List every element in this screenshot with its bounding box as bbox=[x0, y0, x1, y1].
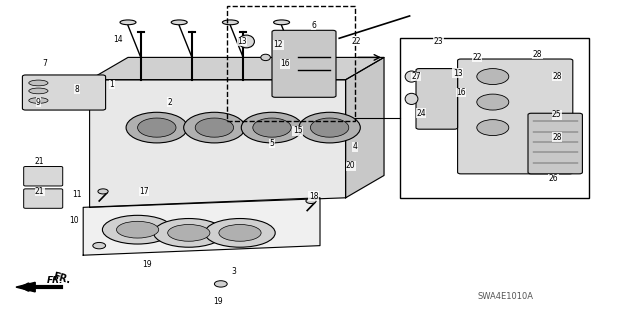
Text: 26: 26 bbox=[548, 174, 559, 183]
Text: 25: 25 bbox=[552, 110, 562, 119]
Circle shape bbox=[195, 118, 234, 137]
Text: 22: 22 bbox=[472, 53, 481, 62]
Circle shape bbox=[253, 118, 291, 137]
Ellipse shape bbox=[274, 20, 290, 25]
FancyBboxPatch shape bbox=[272, 30, 336, 97]
Ellipse shape bbox=[154, 219, 224, 247]
Text: 7: 7 bbox=[42, 59, 47, 68]
Text: FR.: FR. bbox=[47, 276, 63, 285]
Text: 21: 21 bbox=[35, 187, 44, 196]
Polygon shape bbox=[16, 282, 35, 292]
Polygon shape bbox=[346, 57, 384, 198]
Circle shape bbox=[477, 94, 509, 110]
FancyBboxPatch shape bbox=[22, 75, 106, 110]
Ellipse shape bbox=[219, 225, 261, 241]
Ellipse shape bbox=[223, 20, 238, 25]
Text: 22: 22 bbox=[351, 37, 360, 46]
Ellipse shape bbox=[405, 71, 418, 82]
Text: 24: 24 bbox=[416, 109, 426, 118]
Text: 27: 27 bbox=[411, 72, 421, 81]
Polygon shape bbox=[90, 80, 346, 207]
Ellipse shape bbox=[405, 93, 418, 105]
Ellipse shape bbox=[29, 80, 48, 86]
Text: 8: 8 bbox=[74, 85, 79, 94]
Text: 19: 19 bbox=[142, 260, 152, 269]
Bar bbox=[400, 38, 589, 198]
Ellipse shape bbox=[102, 215, 173, 244]
Polygon shape bbox=[90, 57, 384, 80]
Text: 1: 1 bbox=[109, 80, 115, 89]
Circle shape bbox=[98, 189, 108, 194]
Text: 2: 2 bbox=[167, 98, 172, 107]
Text: 28: 28 bbox=[552, 72, 561, 81]
Ellipse shape bbox=[29, 98, 48, 103]
Circle shape bbox=[310, 118, 349, 137]
Ellipse shape bbox=[168, 225, 210, 241]
Text: 5: 5 bbox=[269, 139, 275, 148]
Circle shape bbox=[214, 281, 227, 287]
Circle shape bbox=[93, 242, 106, 249]
Text: 10: 10 bbox=[68, 216, 79, 225]
Circle shape bbox=[126, 112, 188, 143]
FancyBboxPatch shape bbox=[458, 59, 573, 174]
FancyBboxPatch shape bbox=[528, 113, 582, 174]
Text: 13: 13 bbox=[237, 37, 247, 46]
Ellipse shape bbox=[238, 35, 255, 48]
Circle shape bbox=[477, 120, 509, 136]
Text: 11: 11 bbox=[72, 190, 81, 199]
Text: 12: 12 bbox=[274, 40, 283, 49]
FancyBboxPatch shape bbox=[24, 189, 63, 208]
Bar bbox=[227, 6, 355, 121]
FancyBboxPatch shape bbox=[24, 167, 63, 186]
Text: 16: 16 bbox=[280, 59, 290, 68]
Text: 4: 4 bbox=[353, 142, 358, 151]
Text: FR.: FR. bbox=[51, 271, 71, 286]
Text: 6: 6 bbox=[311, 21, 316, 30]
Circle shape bbox=[184, 112, 245, 143]
Text: 3: 3 bbox=[231, 267, 236, 276]
Circle shape bbox=[306, 198, 316, 204]
Text: 28: 28 bbox=[533, 50, 542, 59]
Circle shape bbox=[241, 112, 303, 143]
Text: 23: 23 bbox=[433, 37, 444, 46]
Text: 15: 15 bbox=[292, 126, 303, 135]
Text: 14: 14 bbox=[113, 35, 124, 44]
Ellipse shape bbox=[261, 54, 270, 61]
Ellipse shape bbox=[172, 20, 187, 25]
FancyBboxPatch shape bbox=[416, 69, 458, 129]
Text: 20: 20 bbox=[346, 161, 356, 170]
Text: 28: 28 bbox=[552, 133, 561, 142]
Text: 17: 17 bbox=[139, 187, 149, 196]
Text: 16: 16 bbox=[456, 88, 466, 97]
Polygon shape bbox=[83, 198, 320, 255]
Circle shape bbox=[477, 69, 509, 85]
Ellipse shape bbox=[29, 88, 48, 94]
Ellipse shape bbox=[120, 20, 136, 25]
Text: 9: 9 bbox=[36, 98, 41, 107]
Text: 18: 18 bbox=[309, 192, 318, 201]
Circle shape bbox=[299, 112, 360, 143]
Text: SWA4E1010A: SWA4E1010A bbox=[477, 292, 534, 301]
Circle shape bbox=[138, 118, 176, 137]
Text: 21: 21 bbox=[35, 157, 44, 166]
Ellipse shape bbox=[205, 219, 275, 247]
Text: 19: 19 bbox=[212, 297, 223, 306]
Ellipse shape bbox=[116, 221, 159, 238]
Text: 13: 13 bbox=[452, 69, 463, 78]
